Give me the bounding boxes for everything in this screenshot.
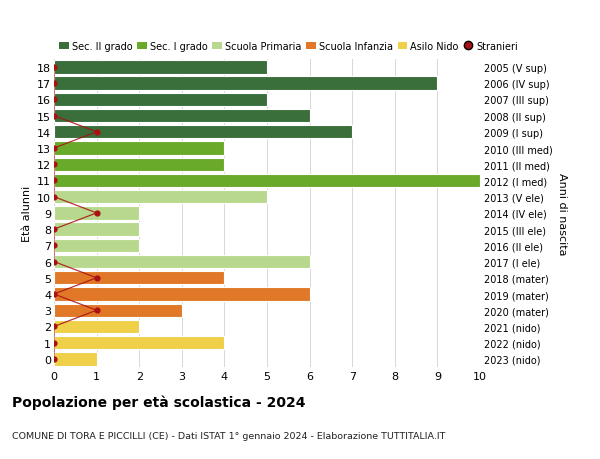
- Bar: [54, 158, 224, 172]
- Bar: [54, 320, 139, 333]
- Bar: [54, 255, 310, 269]
- Bar: [54, 304, 182, 317]
- Bar: [54, 174, 480, 188]
- Legend: Sec. II grado, Sec. I grado, Scuola Primaria, Scuola Infanzia, Asilo Nido, Stran: Sec. II grado, Sec. I grado, Scuola Prim…: [59, 42, 518, 52]
- Bar: [54, 288, 310, 301]
- Text: COMUNE DI TORA E PICCILLI (CE) - Dati ISTAT 1° gennaio 2024 - Elaborazione TUTTI: COMUNE DI TORA E PICCILLI (CE) - Dati IS…: [12, 431, 445, 440]
- Y-axis label: Età alunni: Età alunni: [22, 185, 32, 241]
- Bar: [54, 223, 139, 236]
- Bar: [54, 353, 97, 366]
- Bar: [54, 110, 310, 123]
- Y-axis label: Anni di nascita: Anni di nascita: [557, 172, 567, 255]
- Bar: [54, 61, 267, 74]
- Bar: [54, 272, 224, 285]
- Bar: [54, 336, 224, 350]
- Bar: [54, 126, 352, 139]
- Bar: [54, 142, 224, 155]
- Bar: [54, 190, 267, 204]
- Bar: [54, 77, 437, 90]
- Text: Popolazione per età scolastica - 2024: Popolazione per età scolastica - 2024: [12, 395, 305, 409]
- Bar: [54, 239, 139, 252]
- Bar: [54, 207, 139, 220]
- Bar: [54, 94, 267, 107]
